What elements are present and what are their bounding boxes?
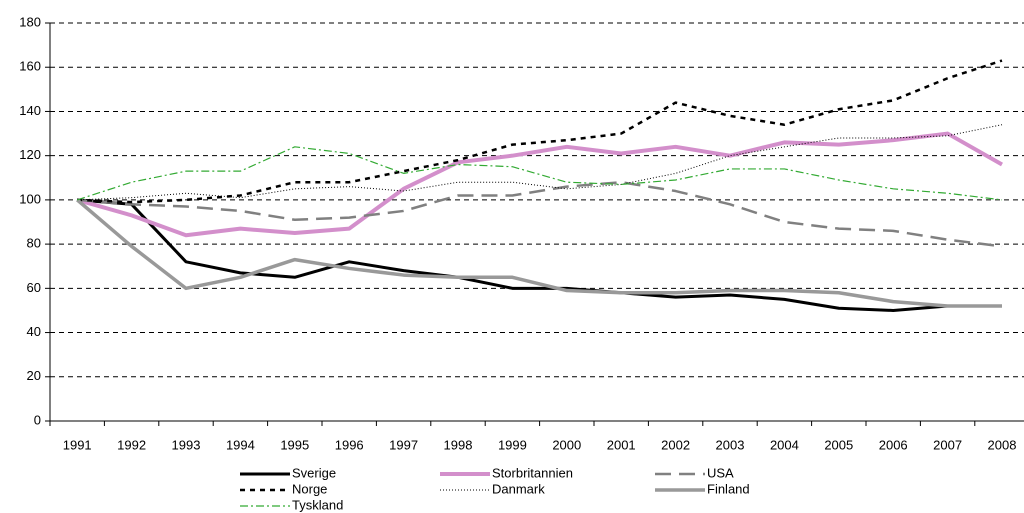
series-line bbox=[76, 131, 1003, 238]
y-tick-label: 180 bbox=[19, 14, 41, 29]
legend-label: Norge bbox=[292, 481, 327, 496]
x-tick-label: 2003 bbox=[716, 437, 745, 452]
x-tick-label: 1998 bbox=[444, 437, 473, 452]
legend-label: Sverige bbox=[292, 465, 336, 480]
x-tick-label: 1994 bbox=[226, 437, 255, 452]
legend-label: Danmark bbox=[492, 481, 545, 496]
x-tick-label: 2000 bbox=[552, 437, 581, 452]
y-tick-label: 80 bbox=[27, 236, 41, 251]
y-tick-label: 140 bbox=[19, 103, 41, 118]
x-tick-label: 1999 bbox=[498, 437, 527, 452]
x-tick-label: 1996 bbox=[335, 437, 364, 452]
x-tick-label: 2001 bbox=[607, 437, 636, 452]
series-line bbox=[77, 59, 1003, 204]
x-tick-label: 2004 bbox=[770, 437, 799, 452]
x-tick-label: 2006 bbox=[879, 437, 908, 452]
y-tick-label: 160 bbox=[19, 59, 41, 74]
x-tick-label: 1995 bbox=[280, 437, 309, 452]
x-tick-label: 1997 bbox=[389, 437, 418, 452]
legend-label: Storbritannien bbox=[492, 465, 573, 480]
x-tick-label: 2008 bbox=[988, 437, 1017, 452]
series-line bbox=[77, 124, 1003, 201]
y-tick-label: 40 bbox=[27, 324, 41, 339]
y-tick-label: 100 bbox=[19, 191, 41, 206]
x-tick-label: 1992 bbox=[117, 437, 146, 452]
series-line bbox=[76, 198, 1002, 308]
series-line bbox=[77, 146, 1003, 201]
legend-label: Tyskland bbox=[292, 497, 343, 512]
x-tick-label: 2005 bbox=[824, 437, 853, 452]
y-tick-label: 0 bbox=[34, 412, 41, 427]
y-tick-label: 120 bbox=[19, 147, 41, 162]
y-tick-label: 60 bbox=[27, 280, 41, 295]
x-tick-label: 2007 bbox=[933, 437, 962, 452]
legend-label: USA bbox=[707, 465, 734, 480]
x-tick-label: 1993 bbox=[172, 437, 201, 452]
x-tick-label: 2002 bbox=[661, 437, 690, 452]
y-tick-label: 20 bbox=[27, 368, 41, 383]
series-line bbox=[77, 198, 1002, 312]
x-tick-label: 1991 bbox=[63, 437, 92, 452]
legend-label: Finland bbox=[707, 481, 750, 496]
series-line bbox=[77, 180, 1003, 248]
